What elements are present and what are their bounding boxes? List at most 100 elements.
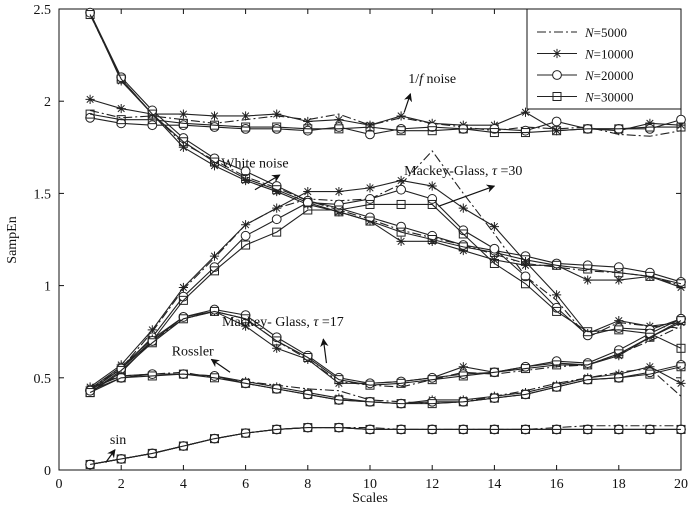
data-point (210, 123, 219, 132)
data-point (552, 259, 561, 268)
annotation-label-part: sin (110, 433, 126, 448)
data-point (676, 379, 685, 388)
x-tick-label: 10 (363, 477, 377, 492)
data-point (241, 124, 250, 133)
x-tick-label: 0 (56, 477, 63, 492)
data-point (210, 111, 219, 120)
data-point (272, 124, 281, 133)
legend-label-value: =5000 (594, 25, 627, 40)
x-tick-label: 6 (242, 477, 249, 492)
annotation-label-part: noise (423, 72, 456, 87)
x-axis-label: Scales (352, 491, 388, 506)
annotation-label-part: Mackey- Glass, (222, 315, 313, 330)
annotation-label: sin (110, 433, 126, 448)
data-point (241, 220, 250, 229)
samplen-multiscale-chart: 0 2 4 6 8 10 12 14 16 18 20 0 0.5 1 1.5 2 2.5 1/f noise W… (0, 0, 691, 511)
y-tick-label: 2 (44, 95, 51, 110)
annotation-label-part: 1/ (408, 72, 419, 87)
data-point (459, 241, 468, 250)
data-point (334, 187, 343, 196)
data-point (397, 237, 406, 246)
annotation-label-part: =30 (497, 164, 522, 179)
x-tick-label: 4 (180, 477, 187, 492)
data-point (552, 117, 561, 126)
data-point (303, 126, 312, 135)
x-tick-label: 12 (425, 477, 439, 492)
data-point (397, 124, 406, 133)
annotation-label: 1/f noise (408, 72, 456, 87)
data-point (148, 370, 157, 379)
annotation-label: Rossler (172, 345, 214, 360)
data-point (521, 126, 530, 135)
legend-label: N=5000 (584, 25, 627, 40)
data-point (397, 185, 406, 194)
y-tick-label: 0 (44, 464, 51, 479)
data-point (179, 313, 188, 322)
x-tick-label: 16 (550, 477, 564, 492)
annotation-label-part: White noise (221, 157, 288, 172)
data-point (428, 181, 437, 190)
legend-label-value: =10000 (594, 47, 634, 62)
data-point (241, 111, 250, 120)
data-point (179, 121, 188, 130)
data-point (335, 200, 344, 209)
legend-label: N=20000 (584, 68, 634, 83)
legend-marker (553, 71, 562, 80)
data-point (397, 222, 406, 231)
data-point (117, 73, 126, 82)
data-point (365, 121, 374, 130)
data-point (428, 373, 437, 382)
annotation-label: Mackey-Glass, τ =30 (404, 164, 522, 179)
data-point (272, 110, 281, 119)
annotation-label-part: Mackey-Glass, (404, 164, 492, 179)
data-point (86, 95, 95, 104)
data-point (428, 195, 437, 204)
data-point (459, 204, 468, 213)
data-point (365, 183, 374, 192)
data-point (272, 215, 281, 224)
data-point (646, 124, 655, 133)
data-point (210, 372, 219, 381)
data-point (397, 111, 406, 120)
x-tick-label: 2 (118, 477, 125, 492)
data-point (490, 222, 499, 231)
data-point (614, 324, 623, 333)
data-point (335, 123, 344, 132)
x-tick-label: 18 (612, 477, 626, 492)
y-tick-label: 1.5 (34, 187, 52, 202)
legend-marker (552, 49, 561, 58)
data-point (583, 275, 592, 284)
data-point (117, 104, 126, 113)
data-point (677, 278, 686, 287)
x-tick-label: 14 (487, 477, 501, 492)
y-tick-label: 1 (44, 280, 51, 295)
legend-label: N=30000 (584, 90, 634, 105)
data-point (179, 110, 188, 119)
annotation-label: White noise (221, 157, 288, 172)
y-tick-label: 2.5 (34, 3, 52, 18)
annotation-label-part: =17 (318, 315, 343, 330)
annotation-label-part: Rossler (172, 345, 214, 360)
data-point (521, 362, 530, 371)
data-point (148, 121, 157, 130)
data-point (583, 359, 592, 368)
x-tick-label: 20 (674, 477, 688, 492)
data-point (241, 231, 250, 240)
annotation-label: Mackey- Glass, τ =17 (222, 315, 344, 330)
data-point (366, 379, 375, 388)
x-tick-label: 8 (304, 477, 311, 492)
data-point (614, 263, 623, 272)
legend-label: N=10000 (584, 47, 634, 62)
data-point (366, 195, 375, 204)
data-point (646, 368, 655, 377)
data-point (459, 370, 468, 379)
legend-label-value: =30000 (594, 90, 634, 105)
data-point (490, 244, 499, 253)
y-tick-label: 0.5 (34, 372, 52, 387)
data-point (521, 257, 530, 266)
legend: N=5000 N=10000 N=20000 N=30000 (527, 9, 681, 109)
data-point (303, 187, 312, 196)
data-point (210, 251, 219, 260)
data-point (397, 377, 406, 386)
data-point (179, 283, 188, 292)
